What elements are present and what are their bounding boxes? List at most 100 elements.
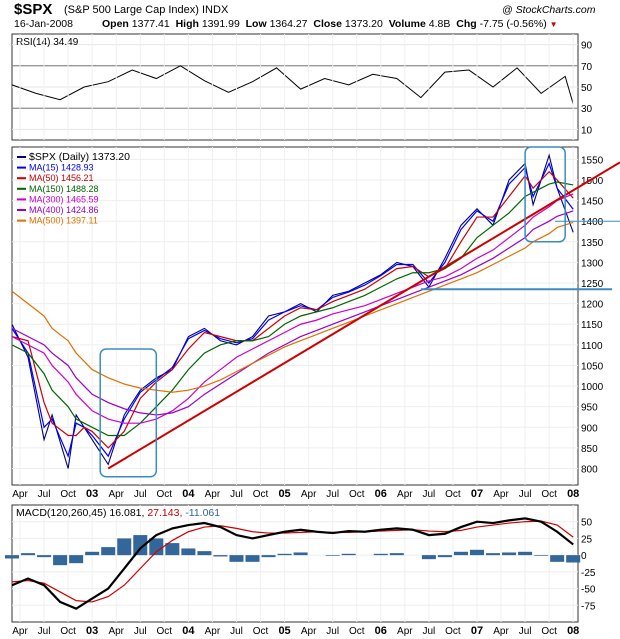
- macd-x-tick-label: 06: [375, 625, 387, 637]
- macd-histogram-bar: [389, 553, 404, 556]
- macd-x-tick-label: Oct: [445, 626, 461, 637]
- x-tick-label: Oct: [445, 489, 461, 500]
- x-tick-label: Oct: [157, 489, 173, 500]
- x-tick-label: Jul: [230, 489, 243, 500]
- price-tick-label: 1000: [581, 382, 604, 393]
- rsi-tick-label: 90: [581, 41, 593, 52]
- macd-histogram-bar: [213, 555, 228, 557]
- macd-histogram-bar: [486, 553, 501, 556]
- macd-x-tick-label: Jul: [519, 626, 532, 637]
- macd-line: [11, 517, 574, 610]
- macd-histogram-bar: [518, 551, 533, 556]
- quote-date: 16-Jan-2008: [14, 18, 73, 30]
- macd-histogram-bar: [469, 549, 484, 556]
- macd-histogram-bar: [245, 555, 260, 562]
- macd-histogram-bar: [165, 543, 180, 556]
- macd-histogram-bar: [69, 555, 84, 564]
- macd-x-tick-label: Jul: [422, 626, 435, 637]
- rsi-tick-label: 50: [581, 83, 593, 94]
- macd-histogram-bar: [229, 555, 244, 562]
- macd-x-tick-label: 07: [471, 625, 483, 637]
- x-tick-label: 05: [278, 488, 290, 500]
- x-tick-label: Apr: [397, 489, 413, 500]
- price-series-1: [11, 161, 574, 459]
- stockcharts-logo[interactable]: @ StockCharts.com: [502, 4, 596, 16]
- rsi-tick-label: 70: [581, 62, 593, 73]
- price-tick-label: 1450: [581, 197, 604, 208]
- macd-x-tick-label: Apr: [12, 626, 28, 637]
- macd-x-tick-label: Oct: [253, 626, 269, 637]
- highlight-box-2: [524, 146, 566, 243]
- rsi-line: [11, 65, 574, 105]
- price-tick-label: 1150: [581, 320, 603, 331]
- close-label: Close: [313, 18, 342, 30]
- price-tick-label: 1300: [581, 258, 604, 269]
- macd-x-tick-label: 05: [278, 625, 290, 637]
- x-tick-label: Apr: [493, 489, 509, 500]
- legend-label: MA(15) 1428.93: [29, 163, 94, 173]
- macd-tick-label: 25: [581, 534, 593, 545]
- price-tick-label: 850: [581, 444, 598, 455]
- macd-histogram-bar: [453, 551, 468, 556]
- legend-label: MA(400) 1424.86: [29, 205, 99, 215]
- macd-histogram-bar: [85, 551, 100, 556]
- macd-histogram-bar: [341, 553, 356, 556]
- price-tick-label: 1350: [581, 238, 604, 249]
- rsi-tick-label: 30: [581, 104, 593, 115]
- x-tick-label: Oct: [60, 489, 76, 500]
- macd-tick-label: -50: [581, 585, 596, 596]
- high-value: 1391.99: [201, 18, 240, 30]
- price-tick-label: 1200: [581, 300, 604, 311]
- macd-histogram-bar: [117, 538, 132, 556]
- macd-tick-label: 0: [581, 551, 587, 562]
- price-tick-label: 1100: [581, 341, 603, 352]
- x-tick-label: Jul: [326, 489, 339, 500]
- macd-x-tick-label: Oct: [157, 626, 173, 637]
- open-label: Open: [102, 18, 129, 30]
- x-tick-label: Oct: [349, 489, 365, 500]
- chg-value: -7.75 (-0.56%): [479, 18, 547, 30]
- macd-histogram-bar: [550, 555, 565, 562]
- macd-tick-label: -25: [581, 568, 596, 579]
- macd-x-tick-label: Apr: [397, 626, 413, 637]
- x-tick-label: Apr: [108, 489, 124, 500]
- macd-title: MACD(120,260,45) 16.081, 27.143, -11.061: [16, 507, 220, 519]
- macd-x-tick-label: 08: [567, 625, 579, 637]
- macd-x-tick-label: Apr: [108, 626, 124, 637]
- macd-x-tick-label: Apr: [301, 626, 317, 637]
- x-tick-label: Oct: [253, 489, 269, 500]
- macd-histogram-bar: [181, 548, 196, 556]
- macd-histogram-bar: [566, 555, 581, 563]
- price-tick-label: 1250: [581, 279, 604, 290]
- macd-signal-line: [11, 520, 574, 603]
- legend-label: MA(300) 1465.59: [29, 194, 99, 204]
- macd-x-tick-label: 03: [86, 625, 98, 637]
- x-tick-label: Apr: [12, 489, 28, 500]
- x-tick-label: Jul: [38, 489, 51, 500]
- macd-histogram-bar: [534, 555, 549, 556]
- low-label: Low: [245, 18, 267, 30]
- rsi-title: RSI(14) 34.49: [16, 37, 79, 48]
- volume-label: Volume: [388, 18, 426, 30]
- macd-tick-label: 50: [581, 518, 593, 529]
- low-value: 1364.27: [269, 18, 308, 30]
- open-value: 1377.41: [131, 18, 170, 30]
- price-series-4: [11, 193, 574, 424]
- macd-histogram-bar: [421, 555, 436, 560]
- x-tick-label: Jul: [422, 489, 435, 500]
- high-label: High: [175, 18, 199, 30]
- legend-label: MA(150) 1488.28: [29, 184, 99, 194]
- macd-x-tick-label: Oct: [349, 626, 365, 637]
- down-arrow-icon: ▼: [549, 20, 558, 29]
- macd-x-tick-label: Jul: [230, 626, 243, 637]
- x-tick-label: 08: [567, 488, 579, 500]
- macd-histogram-bar: [437, 555, 452, 558]
- macd-x-tick-label: Jul: [326, 626, 339, 637]
- index-name: (S&P 500 Large Cap Index) INDX: [64, 4, 229, 16]
- x-tick-label: Jul: [134, 489, 147, 500]
- price-series-5: [11, 210, 574, 416]
- legend-label: $SPX (Daily) 1373.20: [29, 151, 130, 163]
- x-tick-label: Oct: [541, 489, 557, 500]
